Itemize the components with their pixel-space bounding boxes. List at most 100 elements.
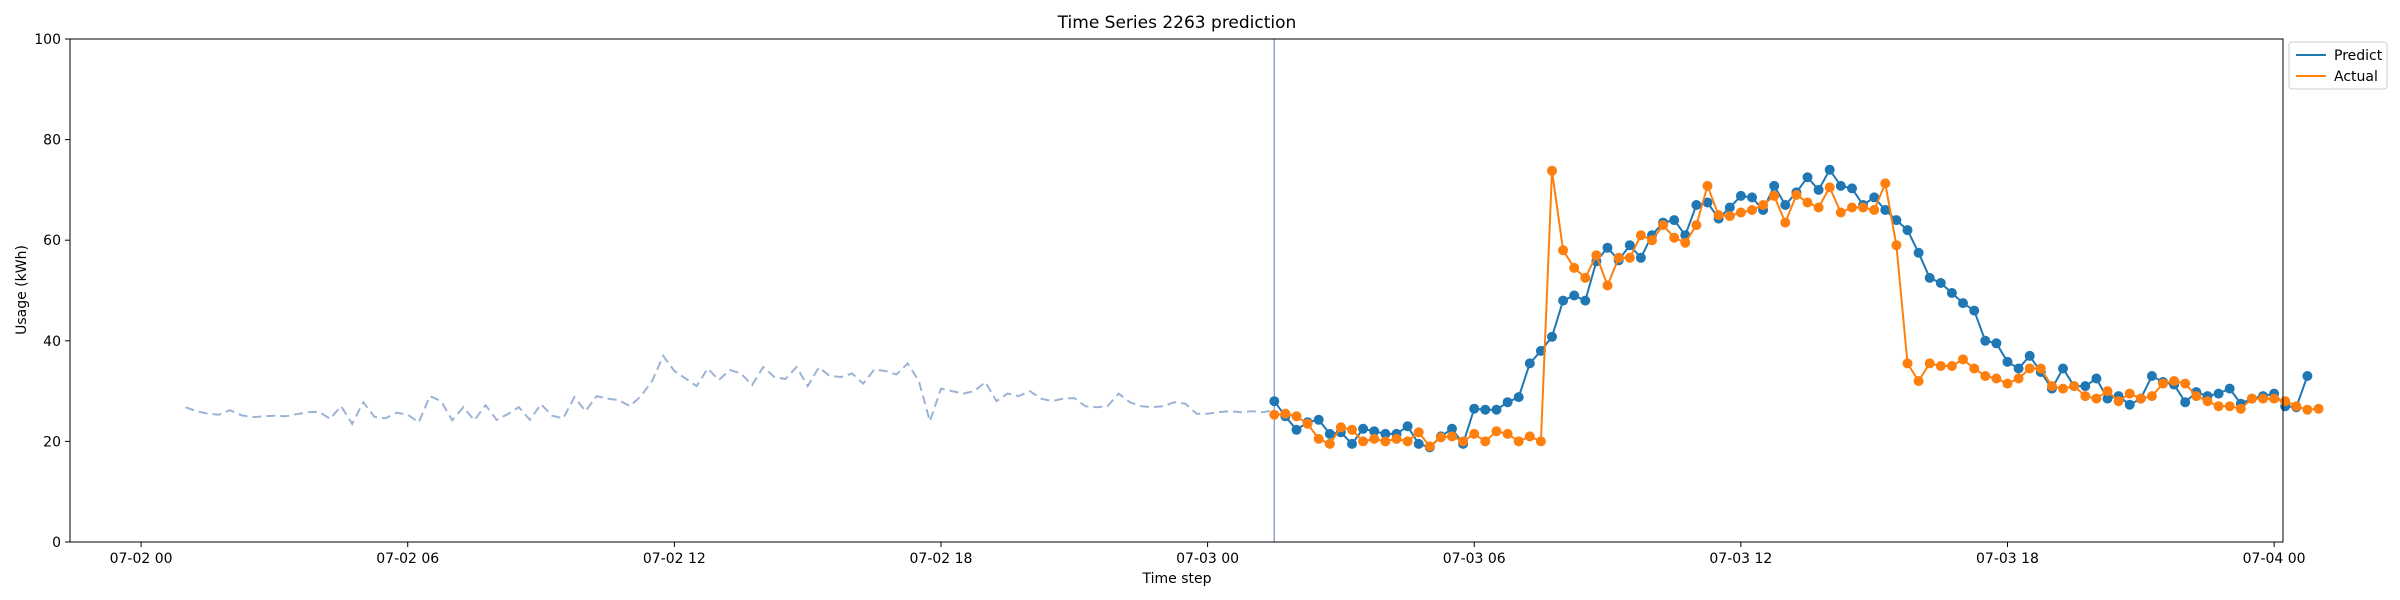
history-series-line [185, 353, 1275, 426]
actual-data-point [1402, 436, 1413, 447]
x-tick-label: 07-02 06 [376, 551, 439, 567]
actual-data-point [2146, 391, 2157, 402]
predict-data-point [1502, 397, 1513, 408]
actual-data-point [1324, 438, 1335, 449]
predict-data-point [1946, 288, 1957, 298]
actual-data-point [1802, 197, 1813, 208]
legend-predict-label: Predict [2334, 48, 2383, 64]
actual-data-point [1413, 427, 1424, 438]
actual-data-point [1391, 433, 1402, 444]
predict-data-point [1580, 295, 1591, 306]
predict-data-point [2013, 363, 2024, 374]
actual-data-point [1480, 436, 1491, 447]
actual-data-point [1569, 262, 1580, 273]
actual-data-point [1713, 210, 1724, 221]
actual-data-point [1969, 363, 1980, 374]
actual-data-point [2046, 381, 2057, 392]
actual-data-point [1791, 189, 1802, 200]
predict-data-point [2302, 371, 2313, 381]
predict-data-point [1980, 335, 1991, 346]
predict-data-point [1402, 421, 1413, 432]
actual-data-point [1380, 436, 1391, 447]
actual-data-point [1858, 202, 1869, 213]
predict-data-point [1413, 438, 1424, 449]
predict-data-point [2124, 399, 2135, 410]
actual-series [1269, 165, 2324, 452]
actual-data-point [2269, 393, 2280, 404]
predict-data-point [2080, 381, 2091, 392]
actual-data-point [1869, 205, 1880, 215]
y-tick-label: 40 [43, 334, 61, 350]
predict-data-point [1813, 184, 1824, 195]
ticks-layer: 0 20 40 60 80 100 07-02 00 07-02 06 07-02 12 07-0… [34, 32, 2305, 567]
predict-data-point [1969, 305, 1980, 316]
actual-data-point [1647, 235, 1657, 246]
actual-data-point [2291, 401, 2302, 412]
actual-data-point [2180, 378, 2191, 389]
actual-data-point [1980, 371, 1991, 381]
legend-box [2288, 41, 2388, 90]
actual-data-point [1524, 431, 1535, 442]
predict-data-point [1547, 331, 1557, 342]
predict-data-point [2102, 393, 2113, 404]
predict-data-point [1347, 438, 1357, 449]
actual-data-point [1935, 361, 1946, 371]
y-tick-label: 20 [43, 434, 61, 450]
predict-data-point [1535, 345, 1546, 356]
actual-data-point [1602, 280, 1613, 291]
predict-data-point [2058, 363, 2068, 374]
actual-data-point [1613, 252, 1624, 263]
predict-data-point [2024, 350, 2035, 361]
y-axis-label: Usage (kWh) [14, 245, 30, 335]
x-axis-label: Time step [1142, 571, 1212, 587]
predict-series-line [1273, 167, 2309, 449]
actual-data-point [1513, 436, 1524, 447]
actual-data-point [1735, 207, 1746, 218]
actual-data-point [1813, 202, 1824, 213]
actual-data-point [1847, 202, 1857, 213]
predict-data-point [1747, 192, 1757, 203]
actual-data-point [1724, 211, 1735, 222]
x-tick-label: 07-03 18 [1976, 551, 2039, 567]
predict-data-point [1913, 247, 1924, 258]
predict-data-point [1313, 414, 1324, 425]
predict-data-point [1558, 295, 1569, 306]
actual-data-point [1824, 182, 1835, 193]
actual-data-point [2158, 378, 2168, 389]
actual-data-point [1558, 245, 1569, 256]
actual-data-point [2124, 388, 2135, 399]
actual-data-point [1924, 358, 1935, 369]
actual-data-point [2302, 404, 2313, 415]
actual-data-point [1635, 230, 1646, 241]
predict-data-point [1691, 200, 1702, 210]
actual-data-point [2035, 363, 2046, 374]
actual-data-point [1880, 178, 1891, 189]
x-tick-label: 07-02 00 [110, 551, 173, 567]
actual-data-point [1835, 207, 1846, 218]
actual-data-point [2246, 393, 2257, 404]
predict-data-point [1780, 200, 1791, 210]
actual-data-point [2013, 373, 2024, 384]
x-tick-label: 07-02 18 [910, 551, 973, 567]
predict-data-point [1524, 358, 1535, 369]
predict-data-point [1269, 396, 1280, 407]
actual-data-point [1946, 361, 1957, 371]
actual-data-point [1335, 422, 1346, 433]
predict-data-point [1447, 423, 1457, 434]
actual-data-point [1491, 426, 1502, 437]
actual-data-point [2024, 363, 2035, 374]
actual-data-point [2058, 383, 2068, 394]
actual-data-point [2191, 391, 2202, 402]
actual-data-point [1769, 190, 1780, 201]
predict-data-point [1624, 240, 1635, 251]
x-tick-label: 07-03 12 [1709, 551, 1772, 567]
predict-data-point [1513, 392, 1524, 403]
actual-data-point [2002, 378, 2013, 389]
predict-data-point [1358, 423, 1369, 434]
actual-data-point [1291, 411, 1302, 422]
actual-data-point [1702, 180, 1713, 191]
predict-data-point [1602, 242, 1613, 253]
predict-data-point [2224, 383, 2235, 394]
